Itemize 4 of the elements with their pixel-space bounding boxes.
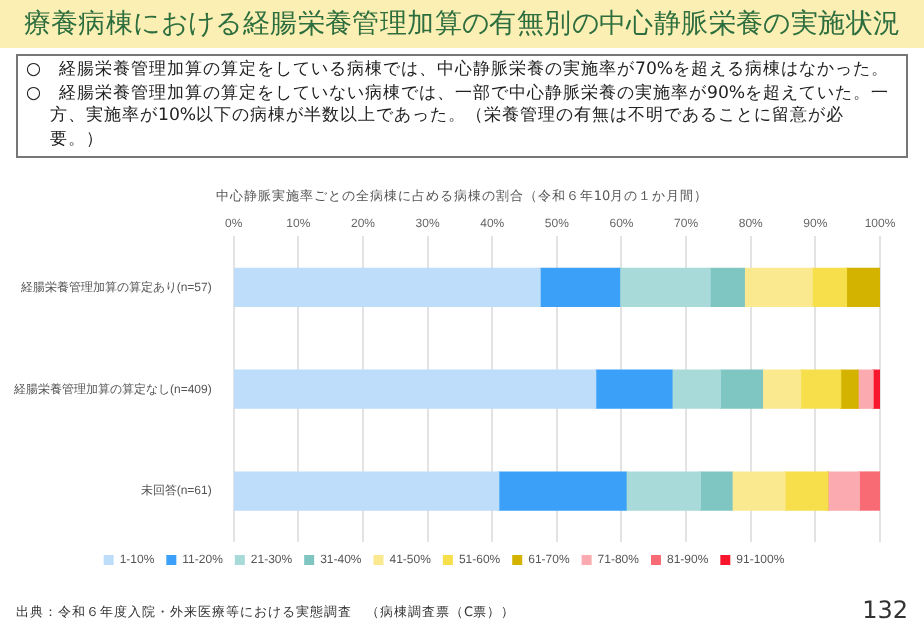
text: 132 xyxy=(862,596,908,624)
text: ○ 経腸栄養管理加算の算定をしている病棟では、中心静脈栄養の実施率が70%を超える病棟はなかった。 xyxy=(26,60,892,83)
text: ○ 経腸栄養管理加算の算定をしていない病棟では、一部で中心静脈栄養の実施率が90%を超えていた。一方、実施率が10%以下の病棟が半数以上であった。（栄養管理の有無は不明であることに留意が必要。） xyxy=(26,83,892,152)
chart-title: 療養病棟における経腸栄養管理加算の有無別の中心静脈栄養の実施状況 xyxy=(0,0,924,48)
